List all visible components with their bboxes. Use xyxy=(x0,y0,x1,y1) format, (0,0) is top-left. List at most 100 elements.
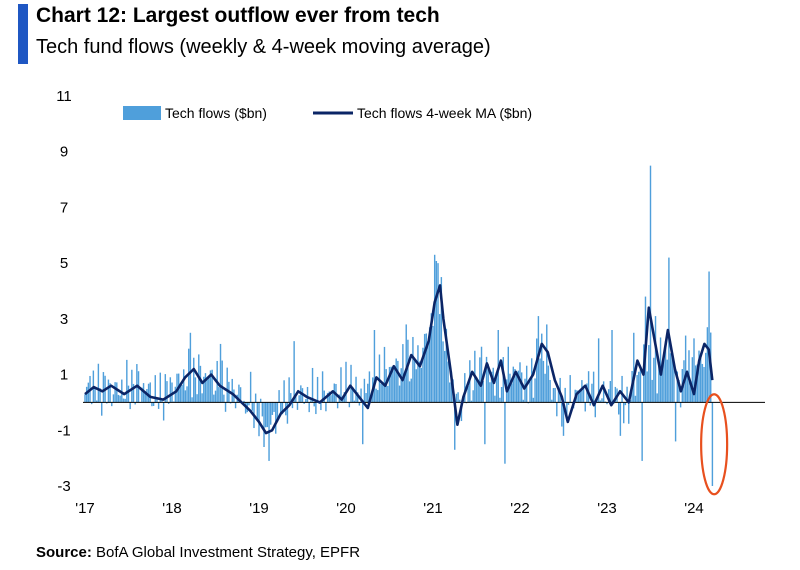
weekly-flow-bar xyxy=(686,370,689,403)
weekly-flow-bar xyxy=(592,371,595,403)
weekly-flow-bar xyxy=(494,395,496,403)
y-axis-ticks: 11 9 7 5 3 1 -1 -3 xyxy=(56,88,72,495)
weekly-flow-bar xyxy=(368,371,371,403)
weekly-flow-bar xyxy=(116,382,118,403)
weekly-flow-bar xyxy=(254,393,257,403)
weekly-flow-bar xyxy=(425,333,428,403)
weekly-flow-bar xyxy=(226,367,228,403)
source-label: Source: xyxy=(36,544,92,561)
weekly-flow-bar xyxy=(547,365,550,403)
weekly-flow-bar xyxy=(639,367,642,403)
weekly-flow-bar xyxy=(398,385,401,403)
weekly-flow-bar xyxy=(132,383,135,403)
y-tick-label: 3 xyxy=(60,311,68,328)
weekly-flow-bar xyxy=(310,400,312,403)
legend-line-label: Tech flows 4-week MA ($bn) xyxy=(357,105,532,121)
weekly-flow-bar xyxy=(144,391,146,403)
weekly-flow-bar xyxy=(331,391,334,403)
chart-subtitle: Tech fund flows (weekly & 4-week moving … xyxy=(36,36,491,58)
weekly-flow-bar xyxy=(597,338,600,403)
weekly-flow-bar xyxy=(84,394,86,403)
weekly-flow-bar xyxy=(306,386,309,403)
weekly-flow-bar xyxy=(360,388,362,403)
weekly-flow-bar xyxy=(586,383,588,403)
weekly-flow-bar xyxy=(539,358,541,403)
legend-bar-swatch xyxy=(123,106,161,120)
weekly-flow-bar xyxy=(154,375,156,403)
source-note: Source: BofA Global Investment Strategy,… xyxy=(36,544,360,561)
weekly-flow-bar xyxy=(428,327,431,403)
weekly-flow-bar xyxy=(326,392,329,403)
weekly-flow-bar xyxy=(512,366,515,403)
weekly-flow-bar xyxy=(403,376,406,403)
weekly-flow-bar xyxy=(606,402,608,405)
weekly-flow-bar xyxy=(131,369,133,403)
weekly-flow-bar xyxy=(629,400,632,403)
weekly-flow-bar xyxy=(196,394,198,403)
weekly-flow-bar xyxy=(666,359,668,403)
weekly-flow-bar xyxy=(355,376,357,403)
weekly-flow-bar xyxy=(122,398,125,403)
weekly-flow-bar xyxy=(705,352,707,403)
weekly-flow-bar xyxy=(266,402,269,428)
y-tick-label: 7 xyxy=(60,199,68,216)
weekly-flow-bar xyxy=(136,364,138,403)
weekly-flow-bar xyxy=(407,339,409,403)
weekly-flow-bar xyxy=(433,254,436,403)
weekly-flow-bar xyxy=(581,380,583,403)
weekly-flow-bar xyxy=(673,365,675,403)
weekly-flow-bar xyxy=(259,398,262,403)
weekly-flow-bar xyxy=(599,400,602,403)
fund-flows-chart: 11 9 7 5 3 1 -1 -3 '17 '18 '19 '20 '21 '22 '23 '24 Tec… xyxy=(56,88,765,517)
weekly-flow-bar xyxy=(325,402,327,412)
weekly-flow-bar xyxy=(114,382,116,403)
weekly-flow-bar xyxy=(219,343,222,403)
weekly-flow-bar xyxy=(410,378,412,403)
weekly-flow-bar xyxy=(648,345,650,403)
weekly-flow-bar xyxy=(229,402,232,404)
weekly-flow-bar xyxy=(264,402,267,428)
weekly-flow-bar xyxy=(174,386,177,403)
weekly-flow-bar xyxy=(626,386,628,403)
weekly-flow-bar xyxy=(323,390,325,403)
weekly-flow-bar xyxy=(400,368,402,403)
weekly-flow-bar xyxy=(459,399,461,403)
weekly-flow-bar xyxy=(169,377,172,403)
weekly-flow-bar xyxy=(623,402,625,424)
weekly-flow-bar xyxy=(375,388,377,403)
weekly-flow-bar xyxy=(251,402,254,411)
weekly-flow-bar xyxy=(651,379,653,403)
weekly-flow-bar xyxy=(199,365,202,403)
weekly-flow-bar xyxy=(90,402,93,405)
weekly-flow-bar xyxy=(209,370,212,403)
weekly-flow-bar xyxy=(492,367,494,403)
weekly-flow-bar xyxy=(708,271,710,403)
weekly-flow-bar xyxy=(121,379,123,403)
weekly-flow-bar xyxy=(152,402,155,406)
weekly-flow-bar xyxy=(464,373,466,403)
weekly-flow-bar xyxy=(126,359,128,403)
weekly-flow-bar xyxy=(405,324,407,403)
weekly-flow-bar xyxy=(542,360,545,403)
weekly-flow-bar xyxy=(582,388,585,403)
weekly-flow-bar xyxy=(243,400,245,403)
weekly-flow-bar xyxy=(291,402,294,409)
legend-bar-label: Tech flows ($bn) xyxy=(165,105,267,121)
weekly-flow-bar xyxy=(614,386,617,403)
weekly-flow-bar xyxy=(189,332,192,403)
weekly-flow-bar xyxy=(634,395,637,403)
weekly-flow-bar xyxy=(691,357,694,403)
x-tick-label: '24 xyxy=(684,500,704,517)
weekly-flow-bar xyxy=(345,361,347,403)
weekly-flow-bar xyxy=(388,366,391,403)
weekly-flow-bar xyxy=(490,371,493,403)
weekly-flow-bar xyxy=(423,333,426,403)
weekly-flow-bar xyxy=(239,387,242,403)
weekly-flow-bar xyxy=(367,383,369,403)
weekly-flow-bar xyxy=(664,341,667,403)
chart-title: Chart 12: Largest outflow ever from tech xyxy=(36,4,440,27)
weekly-flow-bar xyxy=(134,402,136,405)
weekly-flow-bar xyxy=(579,389,581,403)
weekly-flow-bar xyxy=(679,402,682,408)
weekly-flow-bar xyxy=(420,367,422,403)
